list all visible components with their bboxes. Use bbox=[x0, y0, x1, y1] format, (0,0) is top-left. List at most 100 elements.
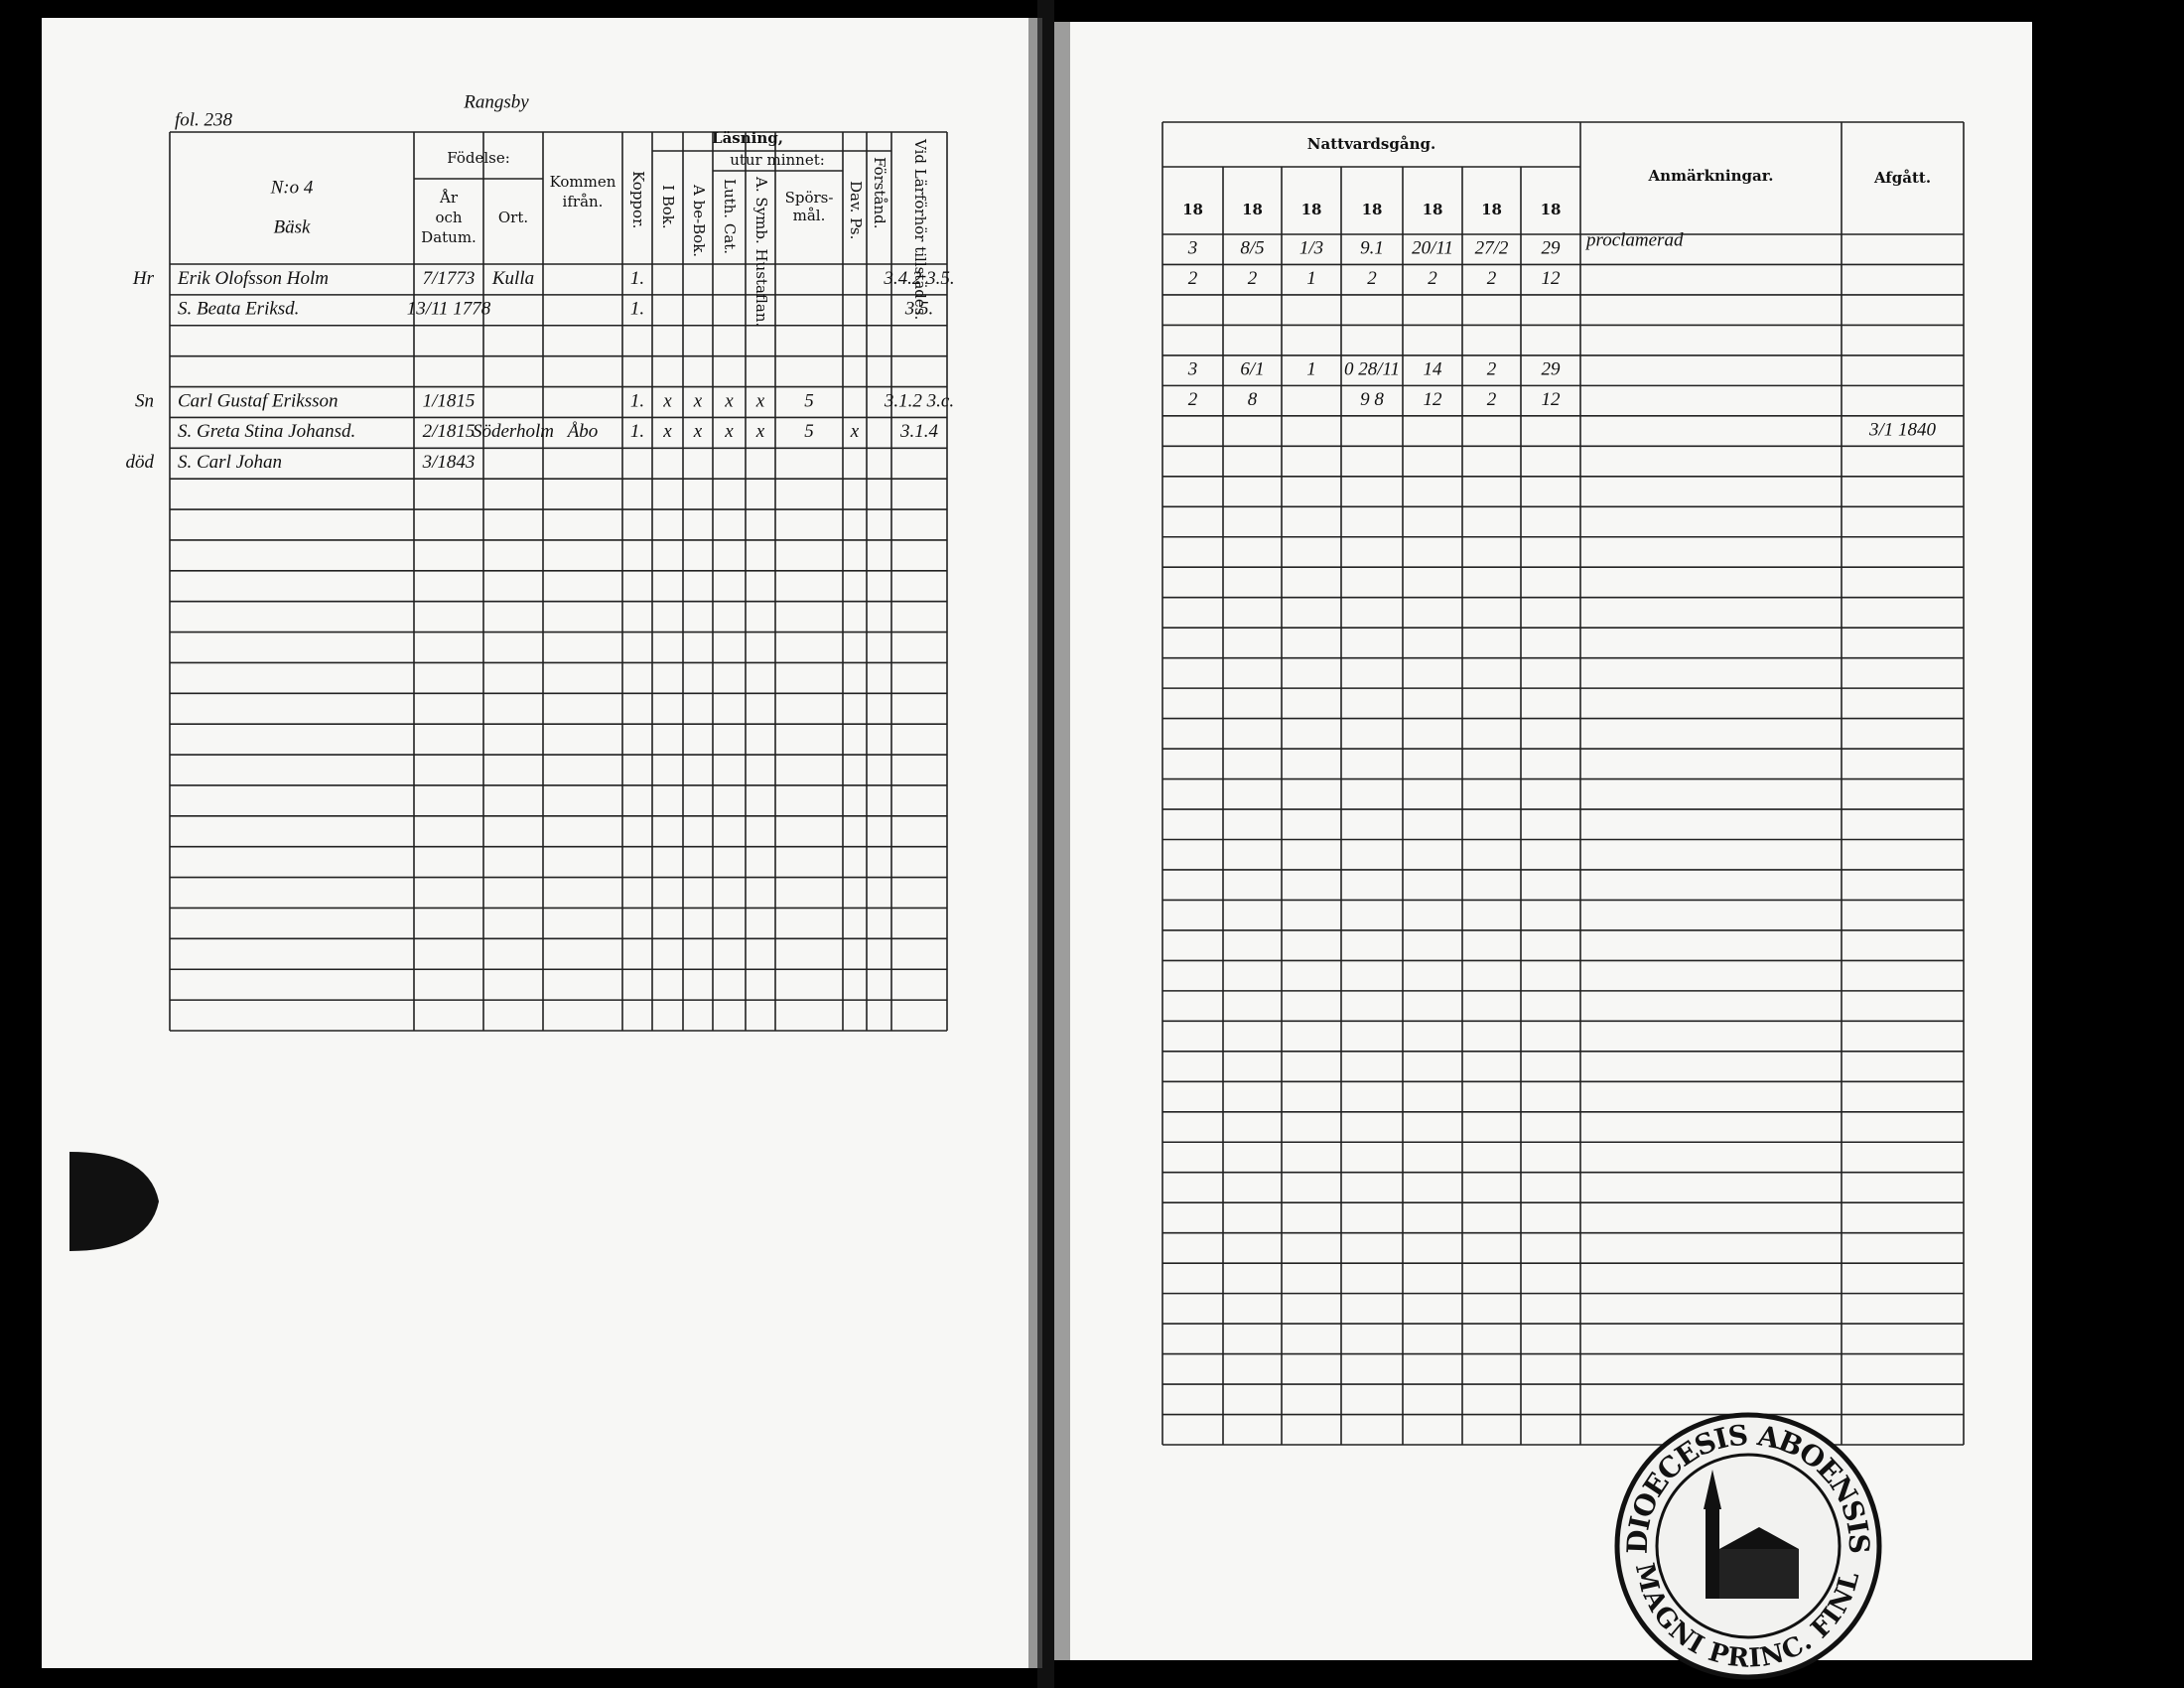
communion-entry: 14 bbox=[1424, 358, 1443, 379]
header-symb: A. Symb. Hustaflan. bbox=[752, 176, 770, 327]
communion-entry: 2 bbox=[1367, 268, 1377, 289]
communion-entry: 2 bbox=[1188, 389, 1198, 410]
header-communion: Nattvardsgång. bbox=[1307, 135, 1435, 153]
header-luth-cat: Luth. Cat. bbox=[721, 179, 739, 254]
cell-entry: x bbox=[693, 421, 703, 442]
header-smallpox: Koppor. bbox=[629, 171, 647, 228]
communion-entry: 3 bbox=[1187, 238, 1198, 259]
communion-entry: 29 bbox=[1542, 358, 1562, 379]
header-understanding: Förstånd. bbox=[871, 157, 888, 229]
cell-entry: 1. bbox=[630, 390, 644, 411]
communion-entry: 1/3 bbox=[1299, 238, 1323, 259]
header-year: 18 bbox=[1242, 201, 1263, 218]
communion-entry: 2 bbox=[1428, 268, 1437, 289]
header-year: 18 bbox=[1301, 201, 1322, 218]
row-mark: Sn bbox=[135, 390, 154, 411]
cell-entry: 3/1843 bbox=[422, 452, 476, 473]
cell-entry: 7/1773 bbox=[423, 268, 476, 289]
cell-entry: 3.1.2 3.c. bbox=[884, 390, 954, 411]
cell-entry: x bbox=[724, 390, 734, 411]
left-page bbox=[42, 18, 1037, 1668]
cell-entry: 1. bbox=[630, 421, 644, 442]
farm-name: Bäsk bbox=[274, 216, 312, 237]
communion-entry: 12 bbox=[1424, 389, 1443, 410]
communion-entry: 3 bbox=[1187, 358, 1198, 379]
communion-entry: 9.1 bbox=[1360, 238, 1384, 259]
cell-entry: Åbo bbox=[566, 421, 599, 442]
cell-entry: 3.4.2 3.5. bbox=[883, 268, 954, 289]
header-examinations: Vid Lärförhör tillstädes. bbox=[911, 138, 929, 320]
header-questions: Spörs- bbox=[785, 189, 834, 207]
cell-entry: 5 bbox=[804, 421, 814, 442]
header-year: 18 bbox=[1423, 201, 1443, 218]
header-birth-place: Ort. bbox=[498, 209, 528, 226]
header-birth-date: År bbox=[439, 189, 459, 207]
church-tower bbox=[1706, 1509, 1719, 1599]
gutter-shadow bbox=[1028, 18, 1042, 1668]
header-year: 18 bbox=[1541, 201, 1562, 218]
stamp-ring bbox=[1655, 1453, 1842, 1639]
cell-entry: Kulla bbox=[491, 268, 534, 289]
header-questions: mål. bbox=[793, 207, 826, 224]
row-mark: död bbox=[126, 452, 155, 473]
header-from-book: I Bok. bbox=[659, 185, 677, 229]
person-name: S. Greta Stina Johansd. bbox=[178, 421, 355, 442]
communion-entry: 0 28/11 bbox=[1344, 358, 1400, 379]
person-name: S. Carl Johan bbox=[178, 452, 282, 473]
cell-entry: x bbox=[850, 421, 860, 442]
communion-entry: 12 bbox=[1542, 389, 1562, 410]
header-year: 18 bbox=[1481, 201, 1502, 218]
header-birth-date: och bbox=[435, 209, 462, 226]
communion-entry: 2 bbox=[1487, 268, 1497, 289]
communion-entry: 2 bbox=[1248, 268, 1258, 289]
communion-entry: 1 bbox=[1306, 268, 1316, 289]
cell-entry: x bbox=[662, 390, 672, 411]
header-remarks: Anmärkningar. bbox=[1648, 167, 1774, 185]
cell-entry: x bbox=[755, 421, 765, 442]
place-name: Rangsby bbox=[463, 91, 529, 112]
person-name: Erik Olofsson Holm bbox=[177, 268, 329, 289]
cell-entry: 1. bbox=[630, 299, 644, 320]
cell-entry: 3.5. bbox=[904, 299, 934, 320]
header-departed: Afgått. bbox=[1873, 169, 1931, 187]
cell-entry: x bbox=[693, 390, 703, 411]
header-by-heart: utur minnet: bbox=[730, 151, 825, 169]
header-birth: Födelse: bbox=[447, 149, 510, 167]
cell-entry: 1. bbox=[630, 268, 644, 289]
cell-entry: x bbox=[755, 390, 765, 411]
header-came-from: ifrån. bbox=[563, 193, 604, 211]
person-name: S. Beata Eriksd. bbox=[178, 299, 299, 320]
cell-entry: 2/1815 bbox=[423, 421, 476, 442]
person-name: Carl Gustaf Eriksson bbox=[178, 390, 339, 411]
cell-entry: x bbox=[662, 421, 672, 442]
communion-entry: 3/1 1840 bbox=[1868, 419, 1937, 440]
cell-entry: 5 bbox=[804, 390, 814, 411]
communion-entry: 6/1 bbox=[1240, 358, 1264, 379]
header-abc-book: A be-Bok. bbox=[690, 184, 708, 257]
gutter-shadow bbox=[1054, 22, 1070, 1660]
header-birth-date: Datum. bbox=[421, 228, 477, 246]
cell-entry: 1/1815 bbox=[423, 390, 476, 411]
header-reading: Läsning, bbox=[712, 129, 783, 147]
communion-entry: 29 bbox=[1542, 238, 1562, 259]
page-damage bbox=[69, 1152, 159, 1251]
remark: proclamerad bbox=[1584, 230, 1684, 251]
communion-entry: 20/11 bbox=[1412, 238, 1453, 259]
household-number: N:o 4 bbox=[270, 177, 314, 198]
folio: fol. 238 bbox=[175, 109, 233, 130]
church-spire bbox=[1704, 1470, 1721, 1509]
communion-entry: 8 bbox=[1248, 389, 1258, 410]
communion-entry: 2 bbox=[1487, 358, 1497, 379]
church-roof bbox=[1719, 1527, 1799, 1549]
communion-entry: 9 8 bbox=[1360, 389, 1384, 410]
header-year: 18 bbox=[1362, 201, 1383, 218]
cell-entry: x bbox=[724, 421, 734, 442]
communion-entry: 2 bbox=[1487, 389, 1497, 410]
cell-entry: 13/11 1778 bbox=[407, 299, 491, 320]
communion-entry: 12 bbox=[1542, 268, 1562, 289]
header-davids-psalms: Dav. Ps. bbox=[847, 181, 865, 239]
row-mark: Hr bbox=[132, 268, 155, 289]
communion-entry: 8/5 bbox=[1240, 238, 1264, 259]
header-year: 18 bbox=[1182, 201, 1203, 218]
